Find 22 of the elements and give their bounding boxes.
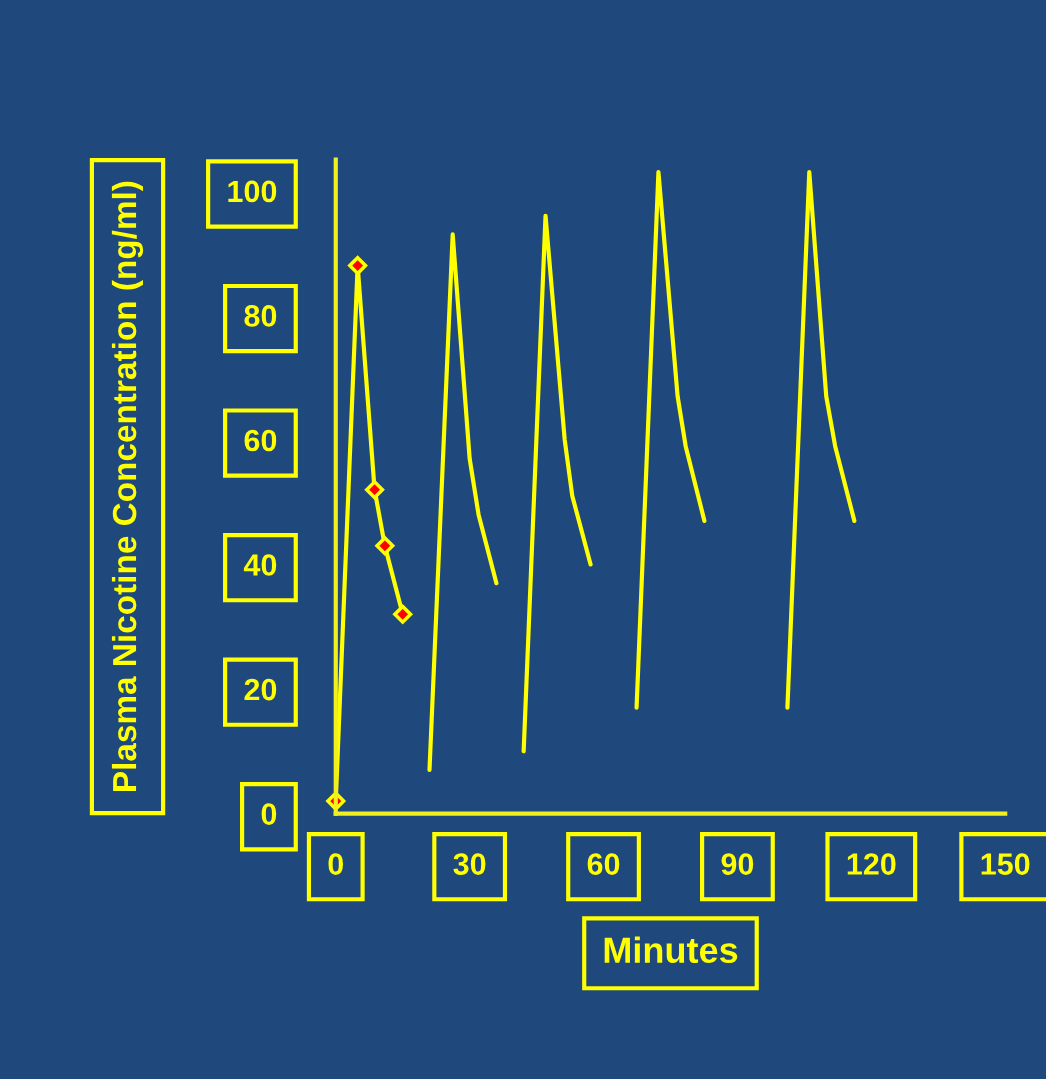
x-axis-title: Minutes xyxy=(604,936,738,964)
line-series xyxy=(634,170,707,710)
y-axis-title: Plasma Nicotine Concentration (ng/ml) xyxy=(111,181,144,791)
x-tick-label: 30 xyxy=(453,853,486,875)
x-tick-label: 150 xyxy=(981,853,1030,875)
x-tick-label: 60 xyxy=(587,853,620,875)
y-tick-label: 0 xyxy=(261,803,277,825)
y-tick-label: 100 xyxy=(228,180,277,203)
y-tick-label: 80 xyxy=(244,305,277,327)
x-tick-label: 120 xyxy=(847,853,896,875)
line-series xyxy=(521,213,593,754)
point xyxy=(375,536,395,556)
line-series xyxy=(785,170,857,710)
point xyxy=(348,255,368,276)
y-tick-label: 60 xyxy=(244,429,277,452)
x-tick-label: 0 xyxy=(328,853,344,875)
x-tick-label: 90 xyxy=(721,853,754,875)
y-tick-label: 20 xyxy=(244,678,277,701)
y-tick-label: 40 xyxy=(243,554,277,576)
line-series xyxy=(427,232,499,773)
point xyxy=(393,604,413,624)
point xyxy=(365,480,385,500)
